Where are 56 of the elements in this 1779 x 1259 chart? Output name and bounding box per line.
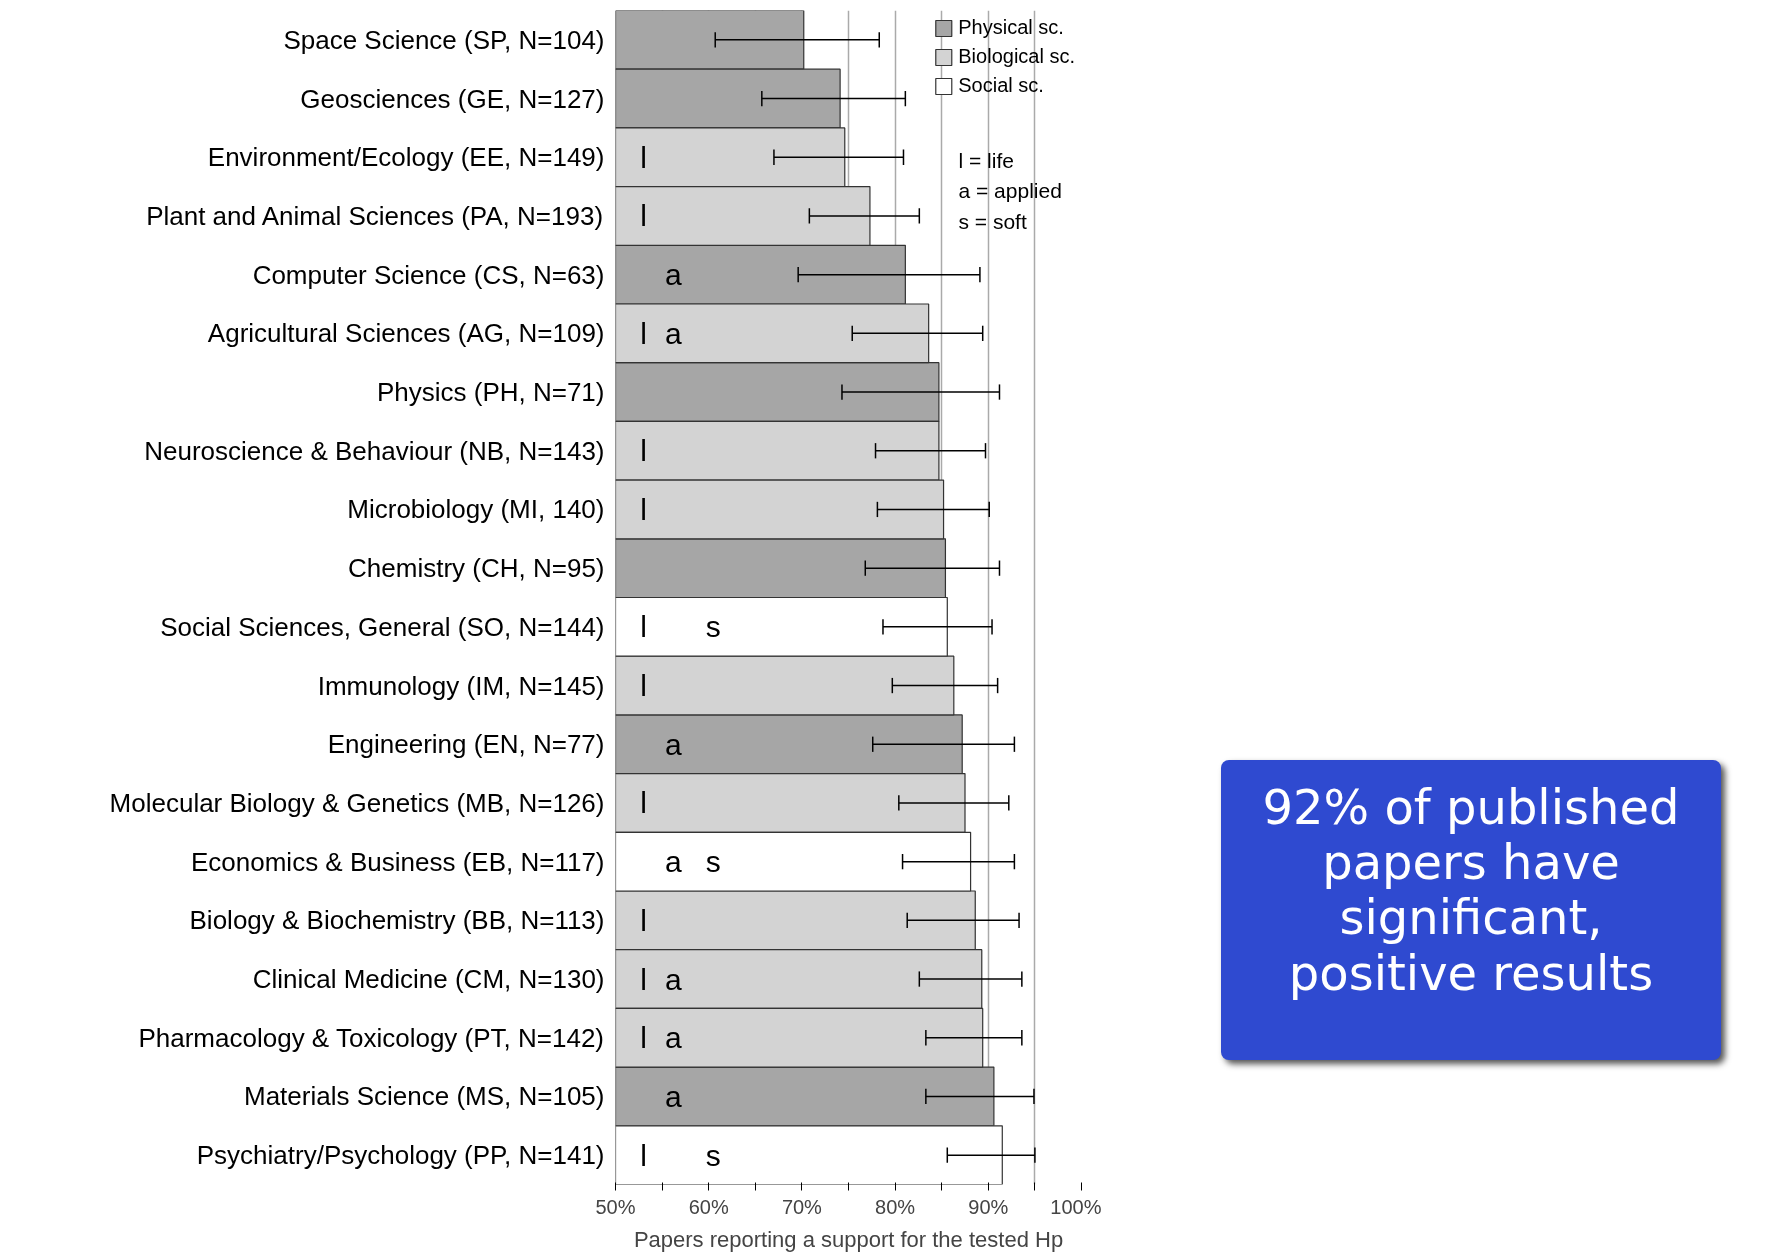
annotation: l bbox=[640, 199, 647, 233]
text: 92% of published papers have significant, positive results bbox=[1262, 779, 1680, 1001]
annotation: a bbox=[664, 1079, 682, 1113]
y-tick-label: Immunology (IM, N=145) bbox=[317, 670, 605, 701]
annotation: l bbox=[640, 434, 647, 468]
x-tick-label: 80% bbox=[875, 1195, 916, 1218]
y-tick-label: Materials Science (MS, N=105) bbox=[243, 1081, 605, 1112]
y-tick-label: Computer Science (CS, N=63) bbox=[252, 259, 605, 290]
y-tick-label: Psychiatry/Psychology (PP, N=141) bbox=[196, 1140, 605, 1171]
x-axis-title: Papers reporting a support for the tested Hp bbox=[633, 1226, 1064, 1252]
annotation: l bbox=[640, 492, 647, 526]
annotation: l bbox=[640, 140, 647, 174]
x-tick-label: 100% bbox=[1050, 1195, 1102, 1218]
y-tick-label: Space Science (SP, N=104) bbox=[283, 24, 605, 55]
x-tick-label: 70% bbox=[781, 1195, 823, 1218]
annotation: a bbox=[664, 316, 682, 350]
legend-label: Physical sc. bbox=[958, 16, 1064, 39]
y-tick-label: Social Sciences, General (SO, N=144) bbox=[160, 611, 605, 642]
annotation: l bbox=[640, 1021, 647, 1055]
legend-label: Social sc. bbox=[958, 74, 1044, 97]
y-tick-label: Plant and Animal Sciences (PA, N=193) bbox=[146, 200, 604, 231]
x-tick-label: 50% bbox=[595, 1195, 636, 1218]
annotation: s = soft bbox=[958, 209, 1027, 233]
y-tick-label: Environment/Ecology (EE, N=149) bbox=[207, 142, 605, 173]
y-tick-label: Agricultural Sciences (AG, N=109) bbox=[207, 318, 605, 349]
y-tick-label: Economics & Business (EB, N=117) bbox=[190, 846, 605, 877]
y-tick-label: Pharmacology & Toxicology (PT, N=142) bbox=[138, 1022, 605, 1053]
annotation: s bbox=[705, 1138, 721, 1172]
annotation: l bbox=[640, 1138, 647, 1172]
x-tick-label: 90% bbox=[968, 1195, 1009, 1218]
annotation: l bbox=[640, 786, 647, 820]
annotation: s bbox=[705, 610, 721, 644]
y-tick-label: Biology & Biochemistry (BB, N=113) bbox=[189, 905, 605, 936]
annotation: a bbox=[664, 258, 682, 292]
annotation: a = applied bbox=[958, 179, 1062, 203]
annotation: s bbox=[705, 845, 721, 879]
annotation: l bbox=[640, 316, 647, 350]
annotation: a bbox=[664, 962, 682, 996]
annotation: a bbox=[664, 1021, 682, 1055]
y-tick-label: Geosciences (GE, N=127) bbox=[300, 83, 605, 114]
x-tick-label: 60% bbox=[688, 1195, 729, 1218]
annotation: l bbox=[640, 962, 647, 996]
annotation: l bbox=[640, 903, 647, 937]
y-tick-label: Molecular Biology & Genetics (MB, N=126) bbox=[109, 787, 605, 818]
y-tick-label: Engineering (EN, N=77) bbox=[327, 729, 605, 760]
y-tick-label: Chemistry (CH, N=95) bbox=[348, 553, 605, 584]
annotation: l = life bbox=[958, 148, 1014, 172]
y-tick-label: Physics (PH, N=71) bbox=[376, 377, 605, 408]
legend-label: Biological sc. bbox=[958, 45, 1075, 68]
annotation: l bbox=[640, 669, 647, 703]
y-tick-label: Microbiology (MI, 140) bbox=[347, 494, 605, 525]
annotation: l bbox=[640, 610, 647, 644]
annotation: a bbox=[664, 727, 682, 761]
y-tick-label: Neuroscience & Behaviour (NB, N=143) bbox=[144, 435, 605, 466]
y-tick-label: Clinical Medicine (CM, N=130) bbox=[252, 964, 605, 995]
annotation: a bbox=[664, 845, 682, 879]
